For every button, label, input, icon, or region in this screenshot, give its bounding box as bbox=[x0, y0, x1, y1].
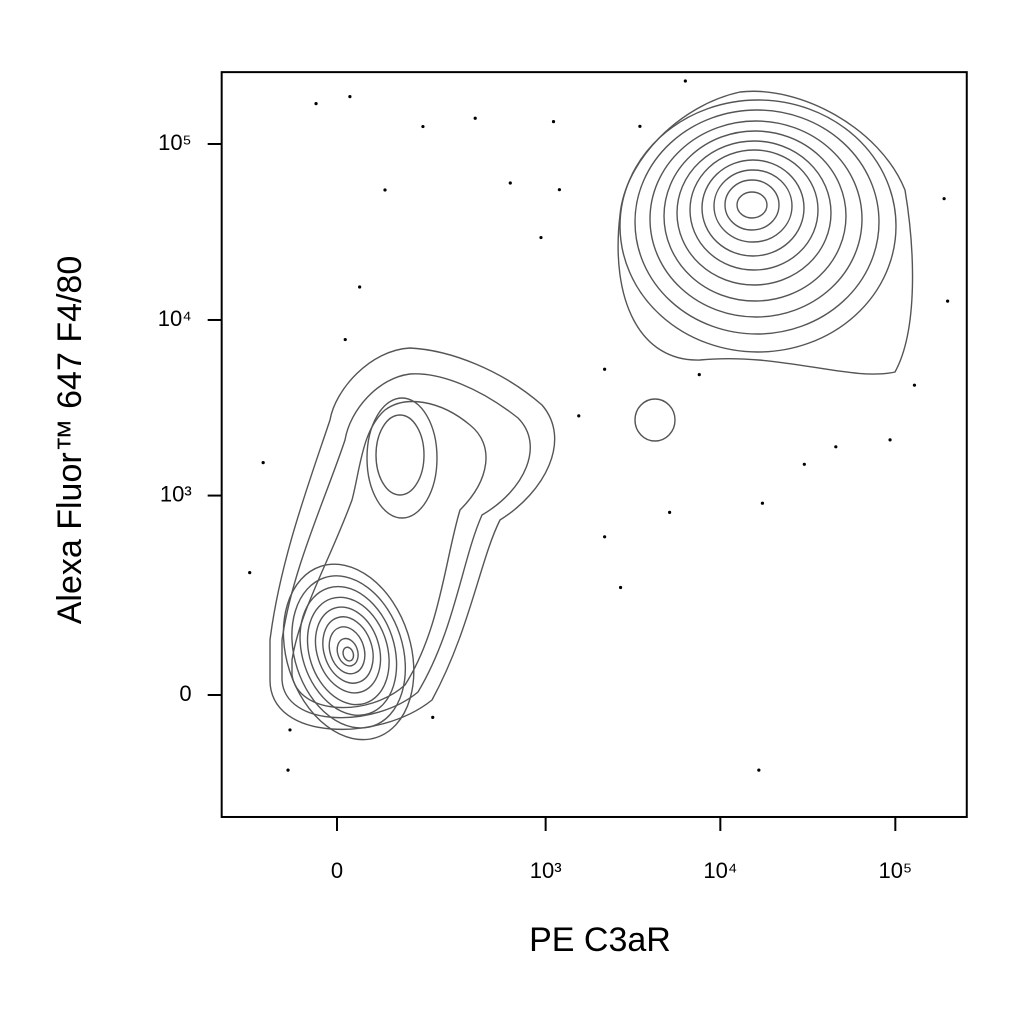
y-tick-label: 10⁴ bbox=[158, 306, 192, 331]
contour bbox=[619, 99, 897, 353]
event-dot bbox=[421, 124, 425, 129]
x-tick-label: 10⁴ bbox=[703, 858, 737, 883]
event-dot bbox=[757, 768, 761, 772]
contour bbox=[281, 373, 531, 719]
contour bbox=[336, 637, 359, 667]
contour bbox=[634, 109, 880, 335]
event-dot bbox=[638, 124, 642, 128]
event-dot bbox=[348, 94, 352, 99]
event-dot bbox=[946, 299, 950, 303]
event-dot bbox=[288, 728, 292, 732]
event-dot bbox=[551, 120, 556, 124]
contour bbox=[328, 626, 366, 675]
event-dot bbox=[557, 188, 562, 192]
contour bbox=[366, 397, 438, 519]
event-dot bbox=[508, 181, 512, 185]
contours bbox=[269, 90, 914, 741]
contour bbox=[342, 646, 355, 662]
contour bbox=[306, 596, 390, 706]
contour bbox=[282, 563, 415, 741]
event-dot bbox=[942, 197, 946, 201]
y-tick-label: 10⁵ bbox=[158, 130, 192, 155]
x-tick-label: 10³ bbox=[530, 858, 562, 883]
contour bbox=[701, 159, 805, 257]
event-dot bbox=[577, 414, 581, 418]
event-dot bbox=[431, 715, 435, 720]
contour bbox=[663, 130, 847, 302]
x-axis-label: PE C3aR bbox=[529, 921, 671, 959]
contour bbox=[617, 90, 914, 375]
event-dot bbox=[697, 373, 701, 377]
event-dot bbox=[603, 535, 607, 539]
contour bbox=[724, 179, 780, 231]
contour bbox=[291, 575, 407, 729]
event-dot bbox=[834, 445, 838, 449]
event-dot bbox=[248, 571, 252, 575]
event-dot bbox=[603, 367, 607, 371]
y-tick-label: 10³ bbox=[160, 481, 192, 506]
event-dot bbox=[760, 501, 765, 505]
contour bbox=[299, 585, 398, 717]
event-dot bbox=[358, 285, 362, 289]
x-tick-label: 10⁵ bbox=[879, 858, 913, 883]
contour bbox=[649, 120, 863, 318]
y-tick-label: 0 bbox=[179, 681, 191, 706]
y-axis-label: Alexa Fluor™ 647 F4/80 bbox=[51, 256, 89, 625]
event-dot bbox=[618, 585, 623, 590]
event-dot bbox=[314, 102, 318, 106]
event-dot bbox=[802, 462, 806, 466]
contour bbox=[375, 414, 425, 496]
event-dot bbox=[473, 116, 477, 120]
event-dot bbox=[261, 461, 265, 465]
event-dot bbox=[912, 383, 917, 387]
event-dot bbox=[539, 235, 543, 240]
event-dot bbox=[668, 510, 672, 514]
contour bbox=[291, 400, 487, 709]
contour bbox=[314, 606, 382, 694]
plot-frame bbox=[220, 71, 968, 818]
event-dot bbox=[383, 188, 387, 192]
contour bbox=[676, 140, 832, 286]
event-dot bbox=[888, 438, 892, 442]
contour bbox=[634, 398, 676, 442]
event-dot bbox=[343, 337, 347, 342]
contour bbox=[736, 191, 768, 219]
event-dot bbox=[286, 768, 290, 772]
x-tick-label: 0 bbox=[331, 858, 343, 883]
contour bbox=[689, 149, 819, 271]
contour bbox=[269, 347, 556, 731]
contour bbox=[713, 169, 793, 243]
contour bbox=[322, 616, 374, 684]
event-dot bbox=[683, 79, 687, 83]
